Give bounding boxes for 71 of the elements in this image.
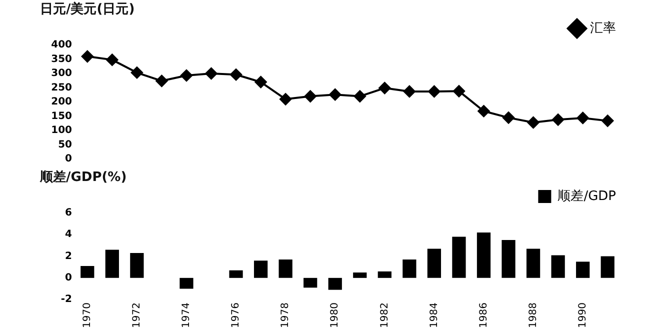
- y-tick-label: 300: [51, 68, 72, 80]
- point: [428, 85, 440, 98]
- y-tick-label: 50: [58, 139, 72, 150]
- x-tick-label: 1988: [528, 302, 539, 328]
- point: [205, 68, 218, 80]
- point: [502, 112, 515, 124]
- y-tick-label: 6: [65, 208, 72, 219]
- x-tick-label: 1974: [181, 302, 192, 328]
- bar: [180, 278, 194, 289]
- point: [130, 66, 143, 79]
- bar: [105, 250, 119, 278]
- point: [81, 50, 94, 62]
- point: [254, 76, 267, 88]
- x-tick-label: 1978: [280, 302, 292, 328]
- y-tick-label: 150: [51, 110, 72, 122]
- point: [230, 68, 242, 81]
- bar: [304, 278, 318, 288]
- point: [378, 82, 391, 94]
- bar: [576, 262, 590, 278]
- y-tick-label: 200: [51, 96, 72, 108]
- y-axis-title: 顺差/GDP(%): [38, 169, 128, 186]
- x-tick-label: 1972: [132, 302, 143, 328]
- x-tick-label: 1990: [577, 302, 588, 328]
- y-axis-title: 日元/美元(日元): [39, 0, 136, 18]
- point: [354, 90, 366, 102]
- bar: [402, 260, 416, 278]
- point: [452, 85, 465, 98]
- x-tick-label: 1970: [82, 302, 93, 328]
- point: [106, 54, 118, 66]
- x-tick-label: 1986: [478, 302, 490, 328]
- bar: [353, 272, 367, 278]
- y-tick-label: 250: [51, 82, 72, 94]
- bar: [229, 270, 243, 278]
- bar: [600, 256, 614, 278]
- point: [403, 85, 416, 98]
- bar: [378, 271, 392, 278]
- point: [304, 90, 316, 102]
- point: [156, 74, 168, 87]
- y-tick-label: -2: [60, 294, 72, 306]
- bar: [476, 232, 491, 278]
- point: [552, 114, 564, 126]
- bar: [80, 266, 94, 278]
- y-tick-label: 4: [65, 229, 72, 240]
- x-tick-label: 1982: [379, 302, 390, 328]
- bar: [254, 260, 268, 278]
- bar: [130, 253, 144, 278]
- y-tick-label: 0: [65, 272, 72, 284]
- bar: [502, 240, 516, 278]
- point: [180, 69, 192, 82]
- x-tick-label: 1984: [428, 302, 440, 328]
- bar: [526, 248, 540, 278]
- x-tick-label: 1980: [330, 302, 341, 328]
- legend-label: 汇率: [590, 20, 616, 36]
- point: [478, 105, 490, 118]
- y-tick-label: 2: [65, 250, 72, 262]
- y-tick-label: 350: [51, 54, 72, 65]
- bar: [452, 236, 466, 278]
- y-tick-label: 0: [65, 154, 72, 165]
- point: [280, 93, 292, 106]
- bar: [427, 248, 442, 278]
- y-tick-label: 100: [51, 125, 72, 136]
- x-tick-label: 1976: [230, 302, 242, 328]
- point: [576, 112, 589, 124]
- bar: [278, 260, 292, 278]
- point: [602, 114, 614, 127]
- y-tick-label: 400: [51, 40, 72, 51]
- bar: [328, 278, 342, 290]
- point: [527, 116, 540, 129]
- point: [329, 88, 342, 101]
- legend-label: 顺差/GDP: [558, 188, 616, 204]
- bar: [551, 255, 565, 278]
